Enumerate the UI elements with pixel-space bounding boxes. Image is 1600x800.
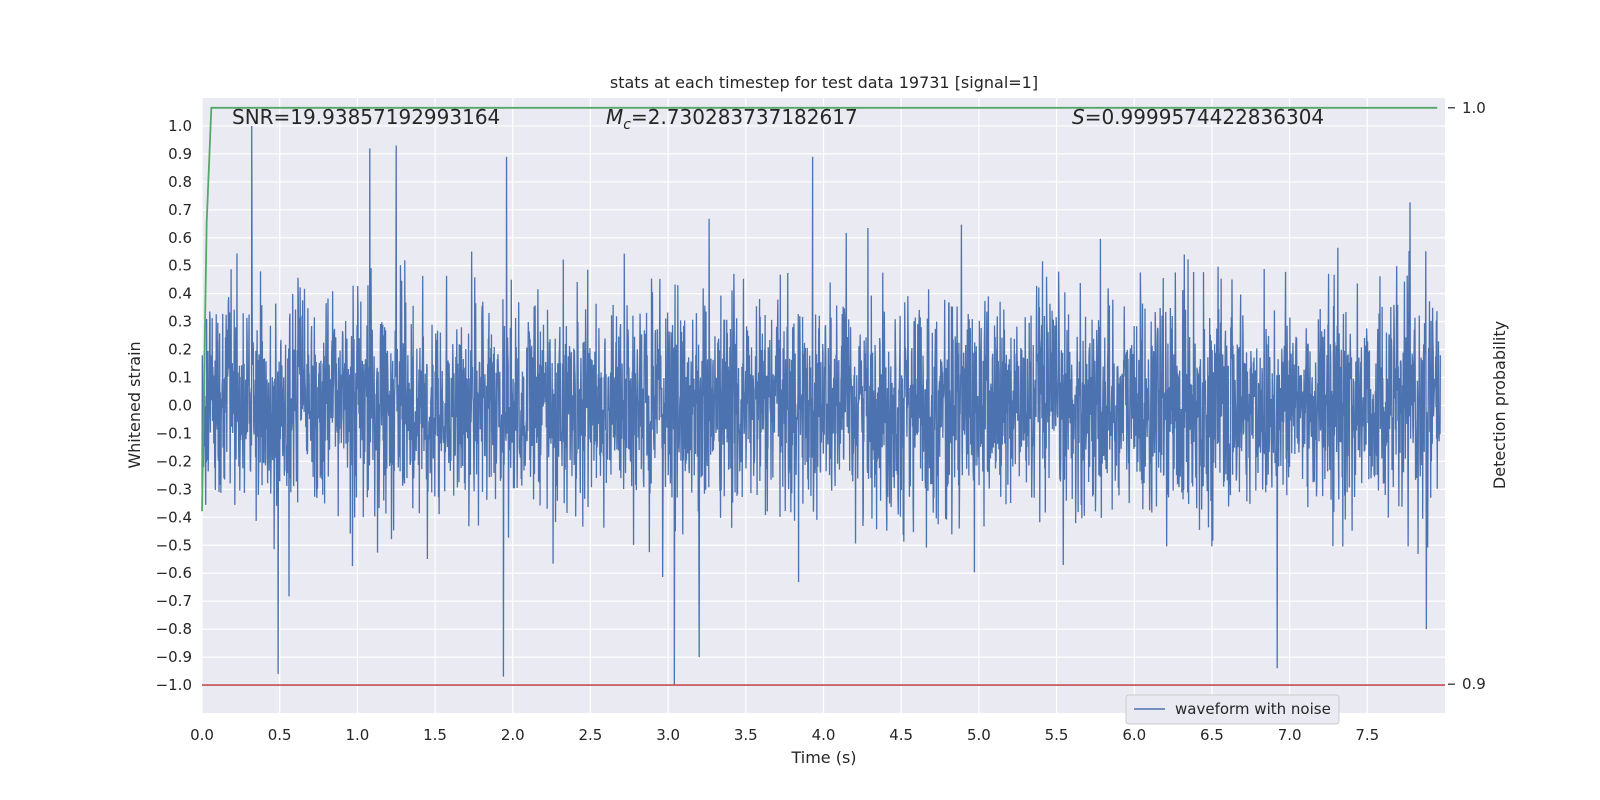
- y-axis-label: Whitened strain: [125, 341, 144, 468]
- y-tick-label: 0.9: [168, 145, 192, 163]
- y-tick-label: −0.8: [156, 620, 192, 638]
- x-tick-label: 1.0: [345, 726, 369, 744]
- y-tick-label: 0.7: [168, 201, 192, 219]
- y-tick-label: −0.6: [156, 564, 192, 582]
- score-symbol: S: [1072, 105, 1085, 129]
- score-value: =0.9999574422836304: [1085, 105, 1324, 129]
- x-tick-label: 2.0: [501, 726, 525, 744]
- x-tick-label: 1.5: [423, 726, 447, 744]
- score-annotation: S=0.9999574422836304: [1072, 105, 1324, 129]
- x-tick-label: 2.5: [579, 726, 603, 744]
- y2-tick-label: 1.0: [1462, 99, 1486, 117]
- y-ticks: 1.0 0.9 0.8 0.7 0.6 0.5 0.4 0.3 0.2 0.1 0.0 −0.1 −0.…: [156, 117, 192, 694]
- legend-box: [1125, 694, 1340, 725]
- y-tick-label: 0.8: [168, 173, 192, 191]
- x-tick-label: 5.5: [1045, 726, 1069, 744]
- y-tick-label: −0.5: [156, 536, 192, 554]
- chart-title: stats at each timestep for test data 197…: [610, 73, 1038, 92]
- y-tick-label: 1.0: [168, 117, 192, 135]
- y-tick-label: −0.1: [156, 424, 192, 442]
- x-tick-label: 3.5: [734, 726, 758, 744]
- y-tick-label: 0.4: [168, 285, 192, 303]
- y-tick-label: −1.0: [156, 676, 192, 694]
- y-tick-label: −0.2: [156, 452, 192, 470]
- waveform-series-line: [201, 125, 1441, 686]
- y2-axis-label: Detection probability: [1490, 321, 1509, 489]
- x-tick-label: 5.0: [967, 726, 991, 744]
- x-tick-label: 6.5: [1200, 726, 1224, 744]
- y-tick-label: −0.4: [156, 508, 192, 526]
- chirp-mass-annotation: Mc=2.730283737182617: [606, 105, 858, 133]
- y2-ticks: 1.0 0.9: [1448, 99, 1486, 693]
- y-tick-label: 0.2: [168, 341, 192, 359]
- y-tick-label: −0.7: [156, 592, 192, 610]
- snr-annotation: SNR=19.93857192993164: [232, 105, 500, 129]
- x-tick-label: 0.5: [268, 726, 292, 744]
- y-tick-label: 0.6: [168, 229, 192, 247]
- x-tick-label: 4.5: [889, 726, 913, 744]
- legend-label: waveform with noise: [1175, 700, 1331, 718]
- y2-tick-label: 0.9: [1462, 675, 1486, 693]
- legend: waveform with noise: [1125, 694, 1340, 725]
- x-tick-label: 3.0: [656, 726, 680, 744]
- chirp-mass-symbol: M: [606, 105, 623, 129]
- y-tick-label: −0.3: [156, 480, 192, 498]
- x-tick-label: 6.0: [1122, 726, 1146, 744]
- y-tick-label: 0.0: [168, 397, 192, 415]
- y-tick-label: 0.1: [168, 369, 192, 387]
- y-tick-label: 0.5: [168, 257, 192, 275]
- plot-area: [201, 106, 1445, 686]
- chirp-mass-value: =2.730283737182617: [631, 105, 858, 129]
- detection-probability-line: [201, 106, 1438, 512]
- x-ticks: 0.0 0.5 1.0 1.5 2.0 2.5 3.0 3.5 4.0 4.5 5.0 5.5 6.0 6…: [190, 726, 1379, 744]
- y-tick-label: −0.9: [156, 648, 192, 666]
- x-tick-label: 7.5: [1355, 726, 1379, 744]
- x-tick-label: 0.0: [190, 726, 214, 744]
- y-tick-label: 0.3: [168, 313, 192, 331]
- x-tick-label: 7.0: [1278, 726, 1302, 744]
- chirp-mass-subscript: c: [623, 117, 631, 133]
- x-tick-label: 4.0: [812, 726, 836, 744]
- x-axis-label: Time (s): [790, 748, 856, 767]
